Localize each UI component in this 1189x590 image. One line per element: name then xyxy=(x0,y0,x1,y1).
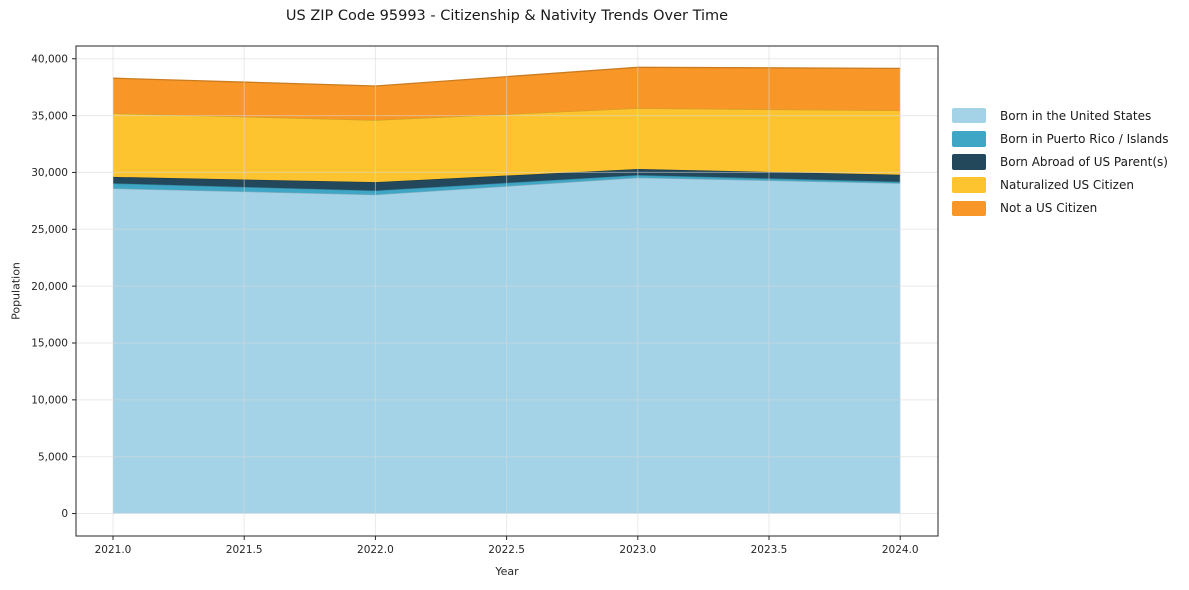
legend-item-born-puerto-rico: Born in Puerto Rico / Islands xyxy=(952,127,1169,150)
x-tick-label: 2023.5 xyxy=(751,544,788,556)
y-tick-label: 15,000 xyxy=(31,338,68,350)
legend-label: Naturalized US Citizen xyxy=(1000,178,1134,193)
y-tick-label: 40,000 xyxy=(31,53,68,65)
y-tick-label: 25,000 xyxy=(31,224,68,236)
legend-label: Born in the United States xyxy=(1000,108,1152,123)
y-tick-label: 30,000 xyxy=(31,167,68,179)
legend-swatch xyxy=(952,200,986,217)
legend-swatch xyxy=(952,154,986,170)
y-tick-label: 20,000 xyxy=(31,281,68,293)
y-tick-label: 35,000 xyxy=(31,110,68,122)
x-axis-label: Year xyxy=(495,565,519,578)
x-tick-label: 2021.5 xyxy=(226,544,263,556)
legend: Born in the United States Born in Puerto… xyxy=(952,104,1169,220)
x-tick-label: 2022.5 xyxy=(488,544,525,556)
legend-swatch xyxy=(952,177,986,193)
legend-label: Born in Puerto Rico / Islands xyxy=(1000,131,1169,146)
legend-label: Born Abroad of US Parent(s) xyxy=(1000,154,1168,169)
legend-item-not-citizen: Not a US Citizen xyxy=(952,197,1169,220)
legend-item-born-in-us: Born in the United States xyxy=(952,104,1169,127)
legend-swatch xyxy=(952,131,986,147)
x-tick-label: 2022.0 xyxy=(357,544,394,556)
x-tick-label: 2024.0 xyxy=(882,544,919,556)
legend-item-naturalized: Naturalized US Citizen xyxy=(952,174,1169,197)
legend-label: Not a US Citizen xyxy=(1000,201,1098,216)
y-tick-label: 10,000 xyxy=(31,395,68,407)
y-axis-label: Population xyxy=(9,262,23,320)
x-tick-label: 2023.0 xyxy=(619,544,656,556)
y-tick-label: 5,000 xyxy=(38,451,68,463)
x-tick-label: 2021.0 xyxy=(95,544,132,556)
legend-item-born-abroad: Born Abroad of US Parent(s) xyxy=(952,150,1169,173)
chart-title: US ZIP Code 95993 - Citizenship & Nativi… xyxy=(285,8,729,24)
y-tick-label: 0 xyxy=(61,508,68,520)
legend-swatch xyxy=(952,107,986,124)
